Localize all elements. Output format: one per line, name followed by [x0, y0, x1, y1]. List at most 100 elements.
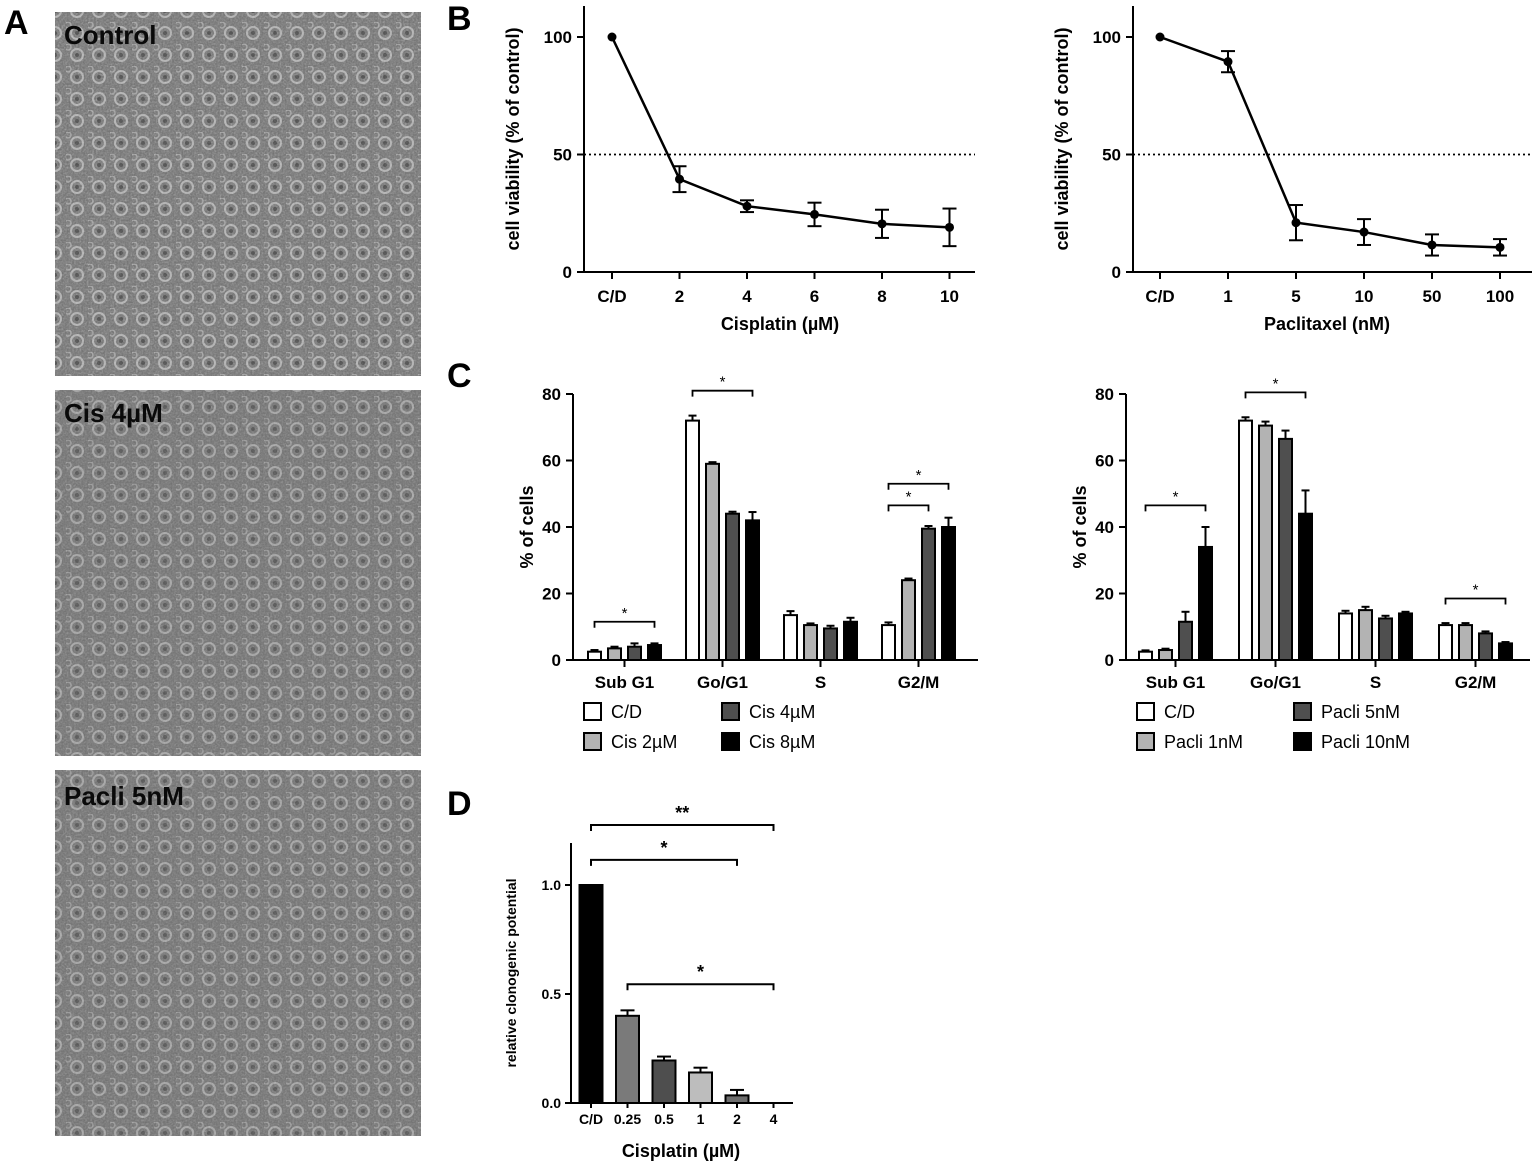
x-tick-label: 0.25 [614, 1111, 641, 1127]
x-tick-label: 1 [697, 1111, 705, 1127]
x-tick-label: 5 [1291, 287, 1300, 306]
legend-label: Pacli 5nM [1321, 702, 1400, 722]
x-axis-label: Cisplatin (µM) [622, 1141, 740, 1161]
x-tick-label: C/D [579, 1111, 603, 1127]
significance-mark: * [697, 962, 704, 982]
significance-bracket [691, 389, 754, 397]
significance-bracket [887, 482, 950, 490]
significance-mark: * [1273, 375, 1279, 392]
bar [651, 1059, 677, 1104]
x-tick-label: 50 [1423, 287, 1442, 306]
bar [607, 647, 622, 661]
legend-label: Pacli 1nM [1164, 732, 1243, 752]
y-tick-label: 40 [1095, 518, 1114, 537]
photo-label-cis: Cis 4µM [64, 398, 163, 428]
bar [881, 624, 896, 662]
bar [843, 620, 858, 662]
data-point [945, 222, 954, 232]
bar [1358, 609, 1373, 661]
x-tick-label: 100 [1486, 287, 1514, 306]
significance-mark: * [660, 838, 667, 858]
y-tick-label: 0 [1105, 651, 1114, 670]
significance-bracket [590, 824, 775, 832]
bar [725, 512, 740, 662]
bar [901, 579, 916, 662]
photo-pacli-5nm: Pacli 5nM [55, 770, 421, 1136]
legend-swatch [1293, 732, 1312, 751]
bar [587, 650, 602, 661]
bar [578, 884, 604, 1104]
y-tick-label: 1.0 [542, 877, 562, 893]
y-tick-label: 20 [1095, 585, 1114, 604]
bar [783, 614, 798, 661]
legend-swatch [1136, 702, 1155, 721]
y-tick-label: 40 [542, 518, 561, 537]
x-tick-label: Go/G1 [1250, 673, 1301, 692]
x-tick-label: 4 [770, 1111, 778, 1127]
data-point [810, 209, 819, 219]
significance-bracket [1244, 391, 1307, 399]
bar [1438, 624, 1453, 662]
x-tick-label: Go/G1 [697, 673, 748, 692]
data-point [1427, 240, 1437, 250]
significance-bracket [1144, 504, 1207, 512]
bar [688, 1071, 713, 1104]
legend-swatch [721, 702, 740, 721]
photo-label-control: Control [64, 20, 156, 50]
bar [745, 519, 760, 661]
y-tick-label: 0.5 [542, 986, 562, 1002]
legend-label: C/D [1164, 702, 1195, 722]
x-tick-label: 2 [675, 287, 684, 306]
x-tick-label: 1 [1223, 287, 1232, 306]
y-tick-label: 50 [1102, 146, 1121, 165]
bar [705, 462, 720, 662]
legend-label: Cis 8µM [749, 732, 815, 752]
x-tick-label: 10 [1355, 287, 1374, 306]
significance-mark: * [916, 467, 922, 484]
significance-mark: * [1173, 488, 1179, 505]
x-axis-label: Cisplatin (µM) [721, 314, 839, 334]
x-tick-label: G2/M [898, 673, 940, 692]
bar [615, 1014, 640, 1104]
bar [1398, 612, 1413, 662]
bar [1138, 650, 1153, 661]
y-axis-label: % of cells [517, 485, 537, 568]
legend-swatch [583, 732, 602, 751]
data-point [742, 201, 752, 211]
bar [1478, 632, 1493, 662]
y-tick-label: 20 [542, 585, 561, 604]
y-tick-label: 0 [1112, 263, 1121, 282]
x-tick-label: 4 [742, 287, 752, 306]
data-point [1223, 57, 1233, 67]
x-tick-label: C/D [597, 287, 626, 306]
bar [1178, 620, 1193, 662]
x-tick-label: Sub G1 [595, 673, 655, 692]
bar [1198, 545, 1213, 662]
chart-paclitaxel-cell-cycle: 0 20 40 60 80 Sub G1 Go/G1 S G2/M * * * % of cells C/… [1070, 375, 1530, 752]
y-tick-label: 0.0 [542, 1095, 562, 1111]
x-tick-label: C/D [1145, 287, 1174, 306]
y-tick-label: 50 [553, 146, 572, 165]
x-tick-label: 8 [877, 287, 886, 306]
y-axis-label: relative clonogenic potential [503, 878, 519, 1067]
legend-label: C/D [611, 702, 642, 722]
x-axis-label: Paclitaxel (nM) [1264, 314, 1390, 334]
significance-bracket [593, 620, 656, 628]
photo-cis-4um: Cis 4µM [55, 390, 421, 756]
bar [1338, 612, 1353, 662]
data-point [675, 174, 684, 184]
x-tick-label: 0.5 [654, 1111, 674, 1127]
significance-bracket [590, 858, 738, 866]
y-tick-label: 0 [563, 263, 572, 282]
x-tick-label: 10 [940, 287, 959, 306]
x-tick-label: S [815, 673, 826, 692]
bar [1258, 424, 1273, 661]
panel-letter-d: D [447, 785, 472, 823]
data-point [1359, 227, 1369, 237]
bar [941, 526, 956, 661]
y-tick-label: 100 [544, 28, 572, 47]
bar [627, 645, 642, 662]
photo-label-pacli: Pacli 5nM [64, 781, 184, 811]
y-tick-label: 60 [542, 452, 561, 471]
